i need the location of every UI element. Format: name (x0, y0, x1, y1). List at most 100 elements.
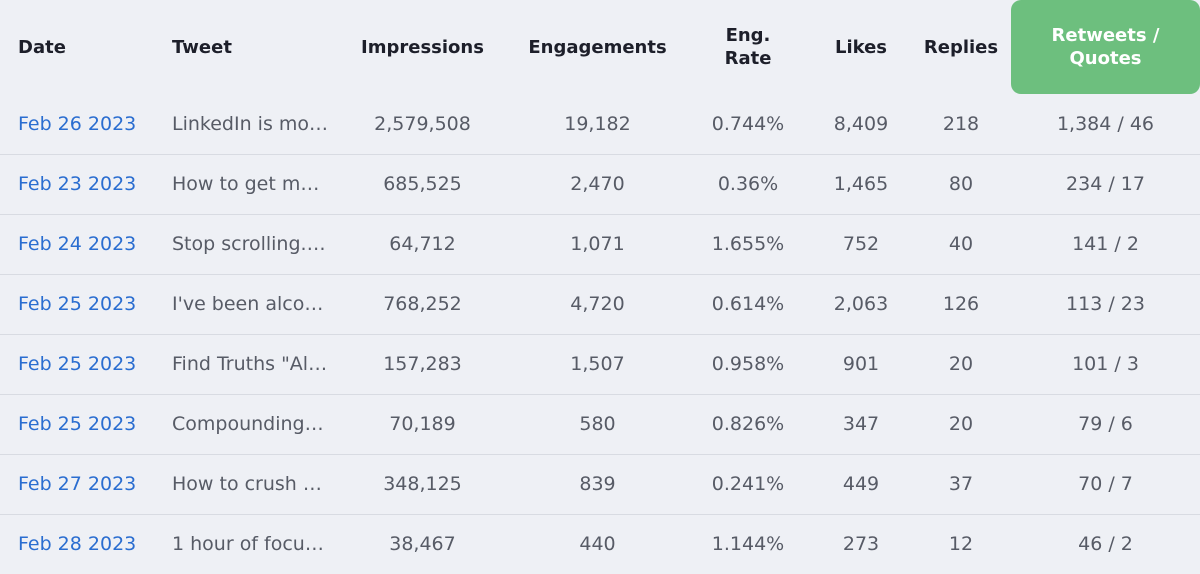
retweets-quotes-cell: 1,384 / 46 (1056, 112, 1155, 135)
date-cell[interactable]: Feb 25 2023 (18, 353, 137, 375)
table-row[interactable]: Feb 28 2023 1 hour of focus… 38,467 440 1.14… (0, 514, 1200, 574)
likes-cell: 2,063 (833, 293, 889, 315)
retweets-quotes-cell: 141 / 2 (1072, 233, 1139, 255)
column-header-retweets-line2: Quotes (1069, 48, 1142, 69)
impressions-cell: 38,467 (389, 533, 456, 556)
tweet-cell[interactable]: Stop scrolling. … (155, 214, 335, 274)
retweets-quotes-cell: 70 / 7 (1078, 473, 1133, 495)
tweet-cell[interactable]: 1 hour of focus… (155, 514, 335, 574)
replies-cell: 37 (948, 473, 974, 495)
likes-cell: 449 (842, 473, 880, 495)
retweets-quotes-cell: 79 / 6 (1078, 413, 1133, 435)
tweet-cell[interactable]: How to get mo… (155, 154, 335, 214)
impressions-cell: 157,283 (383, 353, 462, 375)
engagements-cell: 19,182 (564, 112, 631, 135)
table-row[interactable]: Feb 27 2023 How to crush … 348,125 839 0.241… (0, 454, 1200, 514)
table-header: Date Tweet Impressions Engagements Eng. … (0, 0, 1200, 94)
eng-rate-cell: 1.655% (711, 233, 785, 255)
engagements-cell: 1,507 (570, 353, 625, 375)
tweet-text[interactable]: Compounding… (172, 413, 324, 435)
column-header-eng-rate[interactable]: Eng. Rate (685, 0, 811, 94)
retweets-quotes-cell: 46 / 2 (1078, 533, 1133, 556)
date-cell[interactable]: Feb 25 2023 (18, 413, 137, 435)
date-cell[interactable]: Feb 28 2023 (18, 533, 137, 556)
tweet-text[interactable]: LinkedIn is mor… (172, 112, 329, 135)
tweet-cell[interactable]: LinkedIn is mor… (155, 94, 335, 154)
engagements-cell: 4,720 (570, 293, 625, 315)
replies-cell: 80 (948, 173, 974, 195)
table-row[interactable]: Feb 26 2023 LinkedIn is mor… 2,579,508 19,1… (0, 94, 1200, 154)
impressions-cell: 685,525 (383, 173, 462, 195)
retweets-quotes-cell: 113 / 23 (1066, 293, 1145, 315)
replies-cell: 20 (948, 413, 974, 435)
column-header-tweet[interactable]: Tweet (155, 0, 335, 94)
engagements-cell: 580 (579, 413, 616, 435)
column-header-eng-rate-line2: Rate (724, 48, 772, 69)
table-row[interactable]: Feb 25 2023 Find Truths "Al… 157,283 1,507 0… (0, 334, 1200, 394)
impressions-cell: 768,252 (383, 293, 462, 315)
date-cell[interactable]: Feb 25 2023 (18, 293, 137, 315)
eng-rate-cell: 1.144% (711, 533, 785, 556)
impressions-cell: 348,125 (383, 473, 462, 495)
column-header-engagements[interactable]: Engagements (510, 0, 685, 94)
tweet-text[interactable]: Find Truths "Al… (172, 353, 328, 375)
tweet-cell[interactable]: Compounding… (155, 394, 335, 454)
column-header-tweet-label: Tweet (172, 36, 232, 58)
likes-cell: 901 (842, 353, 880, 375)
tweet-text[interactable]: How to get mo… (172, 173, 329, 195)
tweet-cell[interactable]: I've been alco… (155, 274, 335, 334)
column-header-retweets-quotes[interactable]: Retweets / Quotes (1011, 0, 1200, 94)
engagements-cell: 440 (579, 533, 616, 556)
replies-cell: 126 (942, 293, 980, 315)
likes-cell: 1,465 (833, 173, 889, 195)
retweets-quotes-cell: 101 / 3 (1072, 353, 1139, 375)
eng-rate-cell: 0.826% (711, 413, 785, 435)
replies-cell: 20 (948, 353, 974, 375)
engagements-cell: 2,470 (570, 173, 625, 195)
tweet-cell[interactable]: How to crush … (155, 454, 335, 514)
replies-cell: 12 (948, 533, 974, 556)
table-body: Feb 26 2023 LinkedIn is mor… 2,579,508 19,1… (0, 94, 1200, 574)
column-header-replies[interactable]: Replies (911, 0, 1011, 94)
engagements-cell: 1,071 (570, 233, 625, 255)
likes-cell: 347 (842, 413, 880, 435)
column-header-impressions-label: Impressions (361, 36, 484, 58)
likes-cell: 8,409 (833, 112, 889, 135)
likes-cell: 752 (842, 233, 880, 255)
date-cell[interactable]: Feb 26 2023 (18, 112, 137, 135)
table-row[interactable]: Feb 25 2023 I've been alco… 768,252 4,720 0.… (0, 274, 1200, 334)
tweet-cell[interactable]: Find Truths "Al… (155, 334, 335, 394)
column-header-eng-rate-line1: Eng. (725, 25, 771, 46)
column-header-retweets-line1: Retweets / (1051, 25, 1160, 46)
replies-cell: 40 (948, 233, 974, 255)
date-cell[interactable]: Feb 24 2023 (18, 233, 137, 255)
impressions-cell: 64,712 (389, 233, 456, 255)
impressions-cell: 2,579,508 (374, 112, 471, 135)
column-header-replies-label: Replies (923, 36, 999, 58)
impressions-cell: 70,189 (389, 413, 456, 435)
table-row[interactable]: Feb 25 2023 Compounding… 70,189 580 0.826% 34… (0, 394, 1200, 454)
eng-rate-cell: 0.744% (711, 112, 785, 135)
replies-cell: 218 (942, 112, 980, 135)
eng-rate-cell: 0.614% (711, 293, 785, 315)
table-row[interactable]: Feb 23 2023 How to get mo… 685,525 2,470 0.3… (0, 154, 1200, 214)
column-header-likes-label: Likes (834, 36, 888, 58)
eng-rate-cell: 0.241% (711, 473, 785, 495)
eng-rate-cell: 0.958% (711, 353, 785, 375)
column-header-date[interactable]: Date (0, 0, 155, 94)
likes-cell: 273 (842, 533, 880, 556)
column-header-impressions[interactable]: Impressions (335, 0, 510, 94)
tweet-text[interactable]: How to crush … (172, 473, 322, 495)
tweet-text[interactable]: 1 hour of focus… (172, 533, 329, 556)
date-cell[interactable]: Feb 23 2023 (18, 173, 137, 195)
retweets-quotes-cell: 234 / 17 (1066, 173, 1145, 195)
column-header-engagements-label: Engagements (528, 36, 667, 58)
column-header-likes[interactable]: Likes (811, 0, 911, 94)
tweet-text[interactable]: Stop scrolling. … (172, 233, 329, 255)
tweet-text[interactable]: I've been alco… (172, 293, 324, 315)
table-row[interactable]: Feb 24 2023 Stop scrolling. … 64,712 1,071 1… (0, 214, 1200, 274)
column-header-date-label: Date (18, 36, 66, 58)
engagements-cell: 839 (579, 473, 616, 495)
date-cell[interactable]: Feb 27 2023 (18, 473, 137, 495)
